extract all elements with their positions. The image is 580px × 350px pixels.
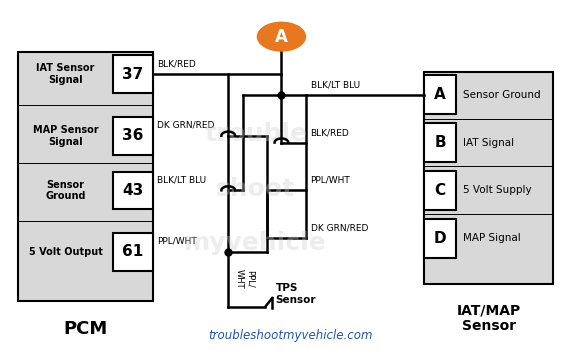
Bar: [425, 72, 553, 284]
Text: B: B: [434, 135, 446, 150]
Text: PPL/
WHT: PPL/ WHT: [235, 270, 255, 289]
Text: BLK/RED: BLK/RED: [310, 128, 349, 137]
Text: DK GRN/RED: DK GRN/RED: [310, 224, 368, 233]
Text: 5 Volt Output: 5 Volt Output: [28, 247, 103, 257]
Bar: [425, 123, 456, 162]
Text: BLK/LT BLU: BLK/LT BLU: [157, 175, 206, 184]
Text: 36: 36: [122, 128, 143, 143]
Bar: [425, 171, 456, 210]
Text: MAP Signal: MAP Signal: [463, 233, 520, 243]
Bar: [19, 52, 153, 301]
Text: myvehicle: myvehicle: [184, 231, 327, 256]
Text: 61: 61: [122, 244, 143, 259]
Text: BLK/RED: BLK/RED: [157, 59, 196, 68]
Text: Sensor
Ground: Sensor Ground: [45, 180, 86, 201]
Text: MAP Sensor
Signal: MAP Sensor Signal: [33, 125, 99, 147]
Text: A: A: [275, 28, 288, 46]
Text: A: A: [434, 87, 446, 102]
Text: D: D: [434, 231, 447, 246]
Bar: [113, 55, 153, 93]
Text: trouble: trouble: [204, 122, 307, 146]
Text: 43: 43: [122, 183, 143, 198]
Bar: [425, 75, 456, 114]
Text: IAT/MAP
Sensor: IAT/MAP Sensor: [456, 303, 521, 333]
Text: 37: 37: [122, 67, 143, 82]
Text: PPL/WHT: PPL/WHT: [157, 237, 197, 246]
Text: troubleshootmyvehicle.com: troubleshootmyvehicle.com: [208, 329, 372, 342]
Bar: [113, 172, 153, 209]
Text: PPL/WHT: PPL/WHT: [310, 176, 350, 185]
Bar: [425, 218, 456, 258]
Circle shape: [258, 22, 306, 51]
Text: IAT Sensor
Signal: IAT Sensor Signal: [37, 63, 95, 85]
Text: Sensor Ground: Sensor Ground: [463, 90, 540, 100]
Text: DK GRN/RED: DK GRN/RED: [157, 120, 215, 130]
Text: TPS
Sensor: TPS Sensor: [276, 283, 316, 305]
Text: IAT Signal: IAT Signal: [463, 138, 514, 148]
Bar: [113, 233, 153, 271]
Text: C: C: [434, 183, 445, 198]
Text: shoot: shoot: [216, 177, 295, 201]
Bar: [113, 117, 153, 154]
Text: 5 Volt Supply: 5 Volt Supply: [463, 186, 531, 195]
Text: BLK/LT BLU: BLK/LT BLU: [310, 80, 360, 89]
Text: PCM: PCM: [63, 320, 108, 338]
